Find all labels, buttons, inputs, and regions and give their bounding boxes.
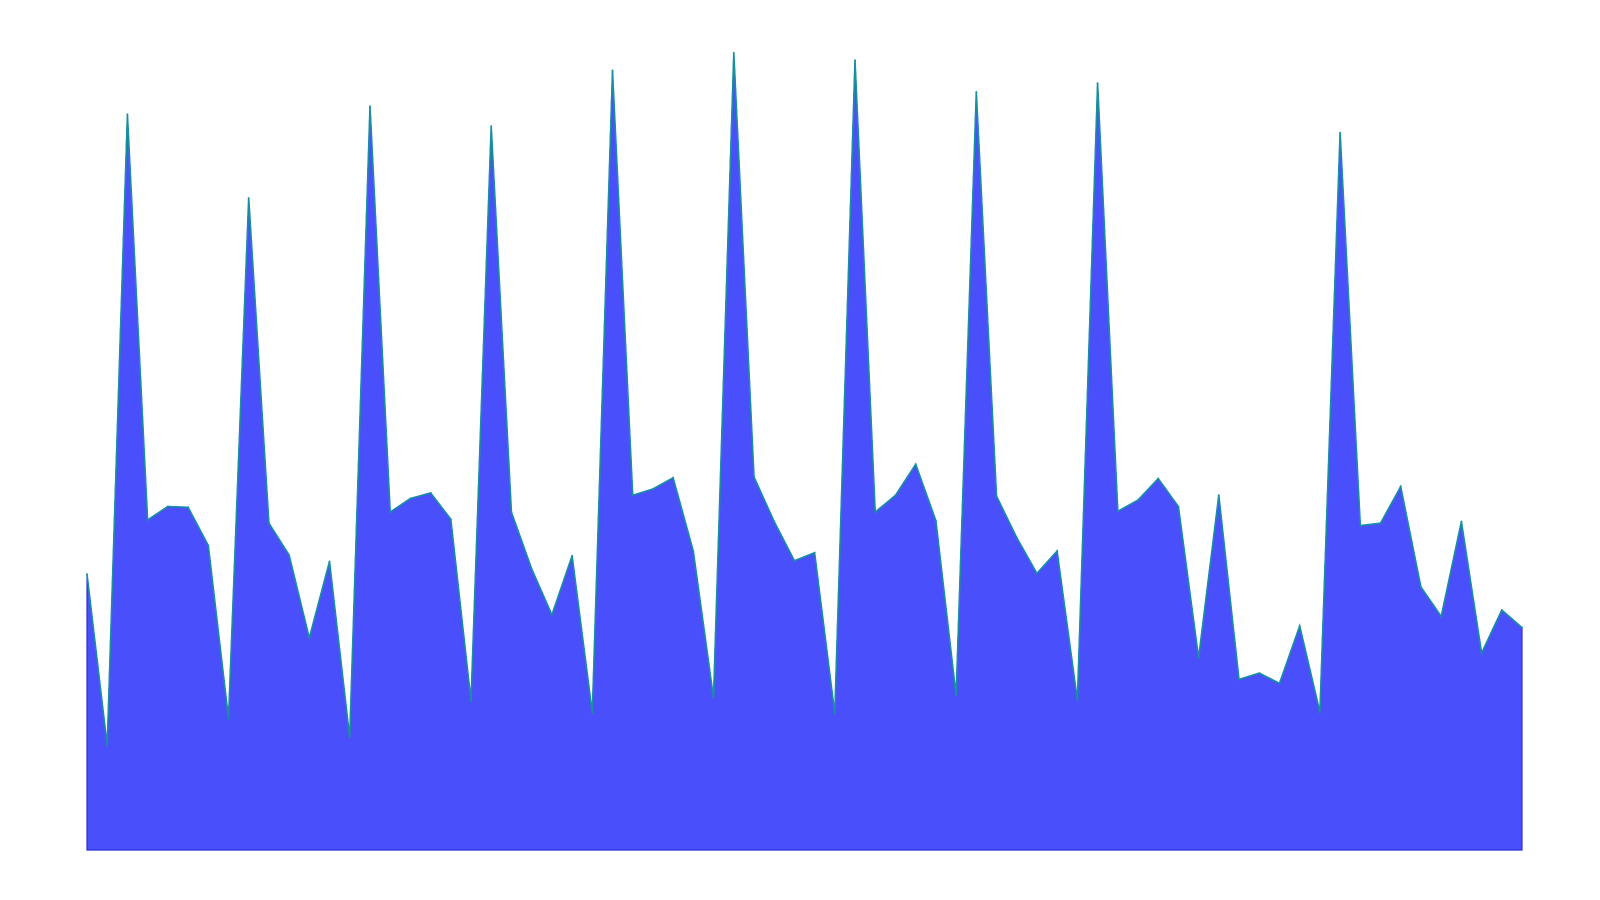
data-point	[732, 52, 735, 54]
data-point	[86, 573, 88, 576]
data-point	[146, 519, 149, 521]
data-point	[1116, 510, 1119, 513]
data-point	[207, 544, 210, 547]
data-point	[813, 551, 816, 554]
data-point	[510, 511, 513, 514]
data-point	[1238, 678, 1240, 681]
data-point	[1440, 615, 1443, 618]
data-point	[1035, 572, 1038, 575]
data-point	[1056, 550, 1059, 553]
data-point	[1177, 505, 1180, 508]
data-point	[1339, 131, 1342, 134]
data-point	[369, 105, 371, 108]
data-point	[975, 91, 978, 94]
series-area	[86, 52, 1523, 851]
data-point	[833, 712, 836, 715]
data-point	[1157, 477, 1160, 480]
data-point	[247, 197, 250, 200]
data-point	[1015, 536, 1018, 539]
data-point	[389, 511, 392, 514]
data-point	[1460, 520, 1463, 523]
data-point	[348, 736, 351, 739]
data-point	[1076, 699, 1079, 702]
data-point	[490, 125, 493, 128]
data-point	[187, 506, 190, 509]
data-point	[591, 711, 594, 714]
data-point	[793, 559, 796, 562]
data-point	[328, 560, 331, 563]
data-point	[1359, 524, 1362, 527]
data-point	[712, 696, 715, 699]
data-point	[409, 497, 412, 500]
data-point	[166, 505, 169, 508]
data-point	[449, 518, 452, 521]
data-point	[1197, 656, 1200, 659]
data-point	[631, 494, 634, 497]
data-point	[571, 554, 574, 557]
data-point	[874, 511, 877, 514]
data-point	[267, 522, 270, 525]
data-point	[1500, 609, 1503, 612]
data-point	[308, 637, 311, 639]
series-line	[86, 52, 1523, 746]
data-point	[1278, 682, 1281, 685]
data-point	[1258, 672, 1261, 675]
data-point	[854, 59, 856, 62]
data-point	[429, 491, 432, 494]
data-point	[227, 717, 230, 720]
data-point	[550, 613, 553, 616]
data-point	[288, 554, 291, 557]
data-point	[1399, 485, 1402, 488]
data-point	[530, 567, 533, 570]
data-point	[914, 463, 917, 466]
data-point	[934, 519, 937, 522]
data-point	[651, 488, 654, 490]
data-point	[1521, 626, 1523, 629]
data-point	[894, 494, 897, 497]
data-point	[692, 550, 695, 553]
data-point	[1096, 82, 1099, 85]
data-point	[1298, 625, 1301, 627]
data-point	[753, 476, 755, 478]
data-point	[955, 694, 958, 697]
data-point	[126, 113, 129, 116]
data-point	[1137, 499, 1139, 502]
data-point	[1419, 586, 1422, 588]
data-point	[470, 700, 472, 702]
data-point	[611, 69, 614, 72]
data-point	[1480, 652, 1483, 655]
data-point	[773, 520, 776, 523]
data-point	[1318, 711, 1321, 714]
data-point	[1379, 522, 1382, 525]
data-point	[106, 744, 109, 747]
data-point	[995, 495, 998, 498]
data-point	[1217, 494, 1220, 497]
data-point	[672, 476, 675, 479]
